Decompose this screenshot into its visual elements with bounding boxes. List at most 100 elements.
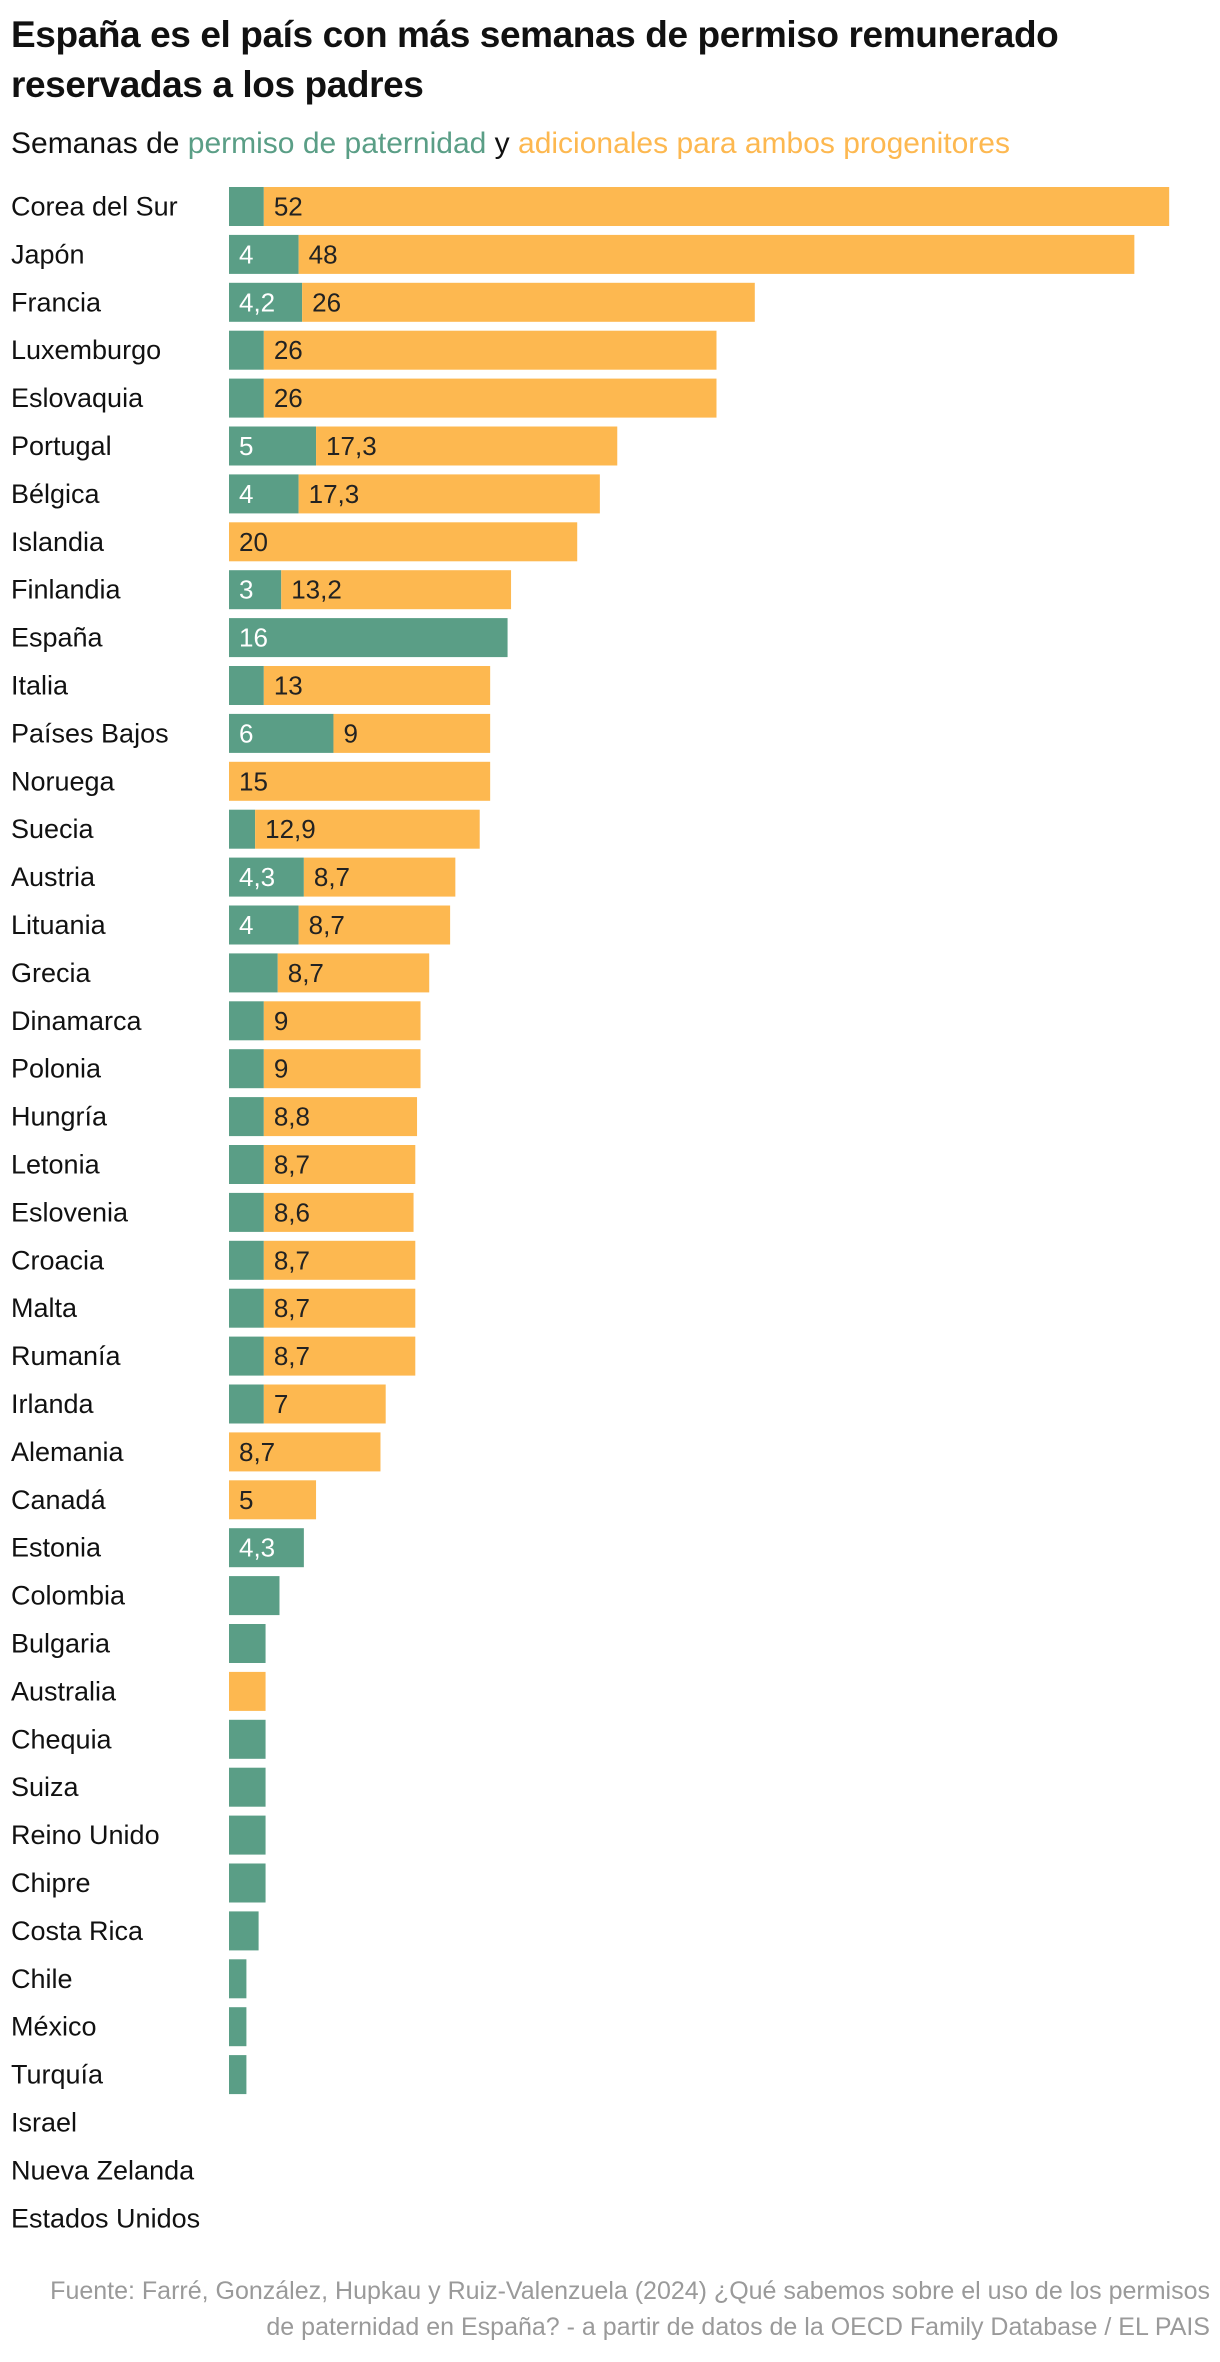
shared-value-label: 13,2 <box>291 575 342 605</box>
paternity-bar <box>229 1528 304 1568</box>
paternity-bar <box>229 426 317 466</box>
paternity-value-label: 5 <box>239 431 253 461</box>
shared-bar <box>302 282 755 322</box>
category-label: Eslovenia <box>11 1197 129 1227</box>
shared-bar <box>229 761 491 801</box>
category-label: Francia <box>11 287 102 317</box>
category-label: Polonia <box>11 1054 102 1084</box>
category-label: Letonia <box>11 1150 101 1180</box>
paternity-bar <box>229 187 264 226</box>
paternity-bar <box>229 2055 247 2095</box>
shared-value-label: 8,7 <box>274 1341 310 1371</box>
shared-bar <box>263 1097 418 1137</box>
shared-value-label: 52 <box>274 192 303 222</box>
paternity-bar <box>229 953 278 993</box>
source-note: Fuente: Farré, González, Hupkau y Ruiz-V… <box>50 2277 1210 2341</box>
shared-bar <box>277 953 430 993</box>
shared-value-label: 17,3 <box>326 431 377 461</box>
category-label: Noruega <box>11 766 116 796</box>
shared-value-label: 9 <box>274 1006 288 1036</box>
paternity-bar <box>229 857 304 897</box>
shared-bar <box>263 1240 416 1280</box>
category-label: Canadá <box>11 1485 107 1515</box>
shared-bar <box>229 1671 266 1711</box>
subtitle-prefix: Semanas de <box>11 127 180 160</box>
paternity-bar <box>229 1336 264 1376</box>
shared-bar <box>263 1049 421 1089</box>
category-label: Irlanda <box>11 1389 95 1419</box>
paternity-value-label: 4,3 <box>239 1533 275 1563</box>
category-label: Chipre <box>11 1868 91 1898</box>
category-label: Dinamarca <box>11 1006 143 1036</box>
paternity-bar <box>229 1001 264 1041</box>
shared-value-label: 9 <box>343 718 357 748</box>
category-label: Bulgaria <box>11 1629 111 1659</box>
paternity-bar <box>229 474 299 514</box>
category-label: Austria <box>11 862 96 892</box>
paternity-bar <box>229 234 299 274</box>
chart-subtitle: Semanas de permiso de paternidad y adici… <box>11 122 1010 166</box>
category-label: Lituania <box>11 910 107 940</box>
paternity-bar <box>229 330 264 370</box>
category-label: Suiza <box>11 1772 80 1802</box>
category-label: Rumanía <box>11 1341 122 1371</box>
legend-paternity: permiso de paternidad <box>187 127 487 160</box>
paternity-bar <box>229 905 299 945</box>
shared-bar <box>263 1288 416 1328</box>
shared-value-label: 17,3 <box>309 479 360 509</box>
paternity-bar <box>229 1049 264 1089</box>
shared-value-label: 8,8 <box>274 1102 310 1132</box>
paternity-value-label: 4 <box>239 239 253 269</box>
shared-value-label: 13 <box>274 671 303 701</box>
paternity-value-label: 4 <box>239 479 253 509</box>
paternity-bar <box>229 1624 266 1663</box>
shared-value-label: 12,9 <box>265 814 316 844</box>
shared-bar <box>298 234 1135 274</box>
paternity-value-label: 4 <box>239 910 253 940</box>
paternity-bar <box>229 1145 264 1184</box>
shared-bar <box>263 378 717 418</box>
category-label: Nueva Zelanda <box>11 2155 195 2185</box>
paternity-bar <box>229 1192 264 1232</box>
category-label: Islandia <box>11 527 105 557</box>
shared-bar <box>263 330 717 370</box>
shared-bar <box>333 713 491 753</box>
category-label: Estonia <box>11 1533 102 1563</box>
shared-value-label: 15 <box>239 766 268 796</box>
category-label: Suecia <box>11 814 95 844</box>
shared-value-label: 8,7 <box>274 1245 310 1275</box>
category-label: Israel <box>11 2108 77 2138</box>
category-label: Japón <box>11 239 85 269</box>
shared-bar <box>229 522 578 562</box>
shared-value-label: 7 <box>274 1389 288 1419</box>
shared-value-label: 8,7 <box>288 958 324 988</box>
shared-value-label: 5 <box>239 1485 253 1515</box>
stacked-bar-chart: Corea del Sur 52 Japón 4 48 Francia 4,2 26 Luxem… <box>11 187 1170 2233</box>
shared-value-label: 8,6 <box>274 1197 310 1227</box>
category-label: Colombia <box>11 1581 126 1611</box>
paternity-bar <box>229 1240 264 1280</box>
paternity-bar <box>229 1288 264 1328</box>
chart-title: España es el país con más semanas de per… <box>11 14 1059 105</box>
shared-bar <box>263 1384 386 1424</box>
shared-bar <box>263 1192 414 1232</box>
shared-bar <box>263 1001 421 1041</box>
category-label: Malta <box>11 1293 78 1323</box>
paternity-bar <box>229 570 282 610</box>
paternity-bar <box>229 1097 264 1137</box>
paternity-value-label: 4,2 <box>239 287 275 317</box>
shared-bar <box>229 1480 317 1520</box>
category-label: Costa Rica <box>11 1916 144 1946</box>
shared-bar <box>298 474 600 514</box>
shared-bar <box>255 809 480 849</box>
category-label: Luxemburgo <box>11 335 161 365</box>
shared-value-label: 48 <box>309 239 338 269</box>
category-label: México <box>11 2012 97 2042</box>
shared-bar <box>263 187 1170 226</box>
category-label: Alemania <box>11 1437 125 1467</box>
paternity-bar <box>229 1719 266 1759</box>
category-label: Portugal <box>11 431 112 461</box>
shared-bar <box>229 1432 381 1472</box>
shared-value-label: 26 <box>274 383 303 413</box>
subtitle-connector: y <box>494 127 510 160</box>
